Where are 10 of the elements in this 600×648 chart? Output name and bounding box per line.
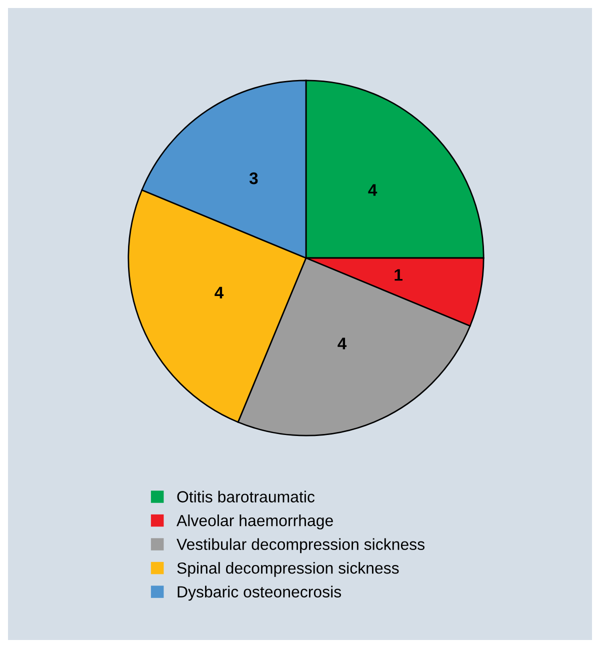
data-label: 4 [338, 338, 347, 350]
legend-label: Otitis barotraumatic [177, 490, 315, 502]
legend-label: Alveolar haemorrhage [176, 514, 333, 530]
data-label: 1 [394, 269, 402, 281]
data-label: 4 [368, 184, 378, 196]
legend-label: Spinal decompression sickness [177, 562, 399, 577]
legend-label: Dysbaric osteonecrosis [178, 586, 342, 601]
data-label: 3 [249, 172, 258, 184]
data-label: 4 [214, 286, 224, 298]
legend-label: Vestibular decompression sickness [176, 538, 424, 554]
